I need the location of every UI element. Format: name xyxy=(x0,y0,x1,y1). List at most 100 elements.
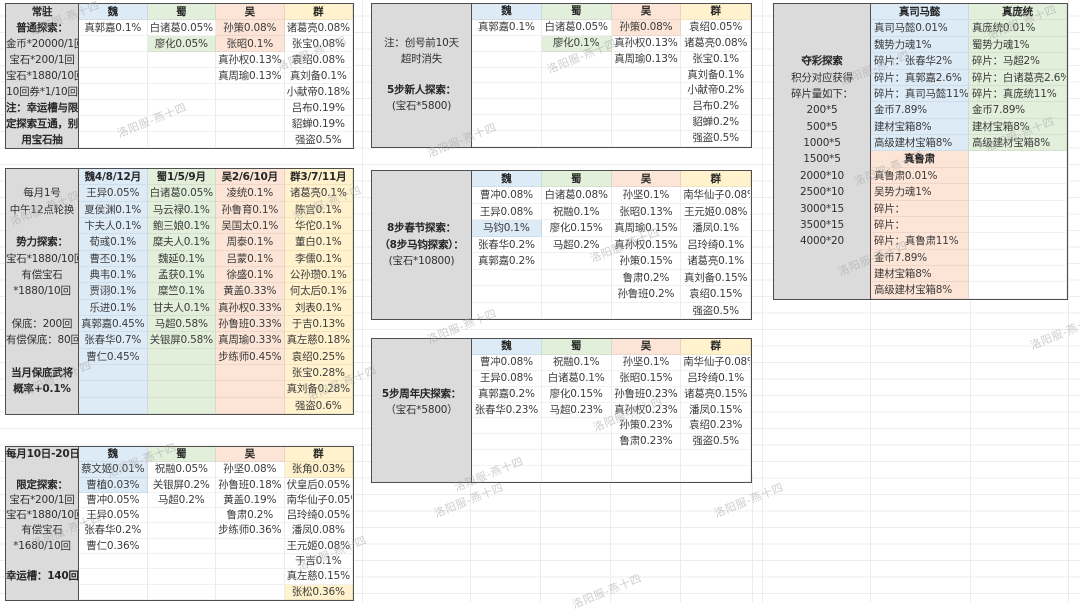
table-cell[interactable] xyxy=(969,282,1067,299)
table-cell[interactable]: 糜夫人0.1% xyxy=(147,234,216,251)
table-cell[interactable] xyxy=(611,115,682,131)
table-cell[interactable]: 马超0.2% xyxy=(541,236,612,254)
column-header[interactable]: 魏 xyxy=(472,339,542,355)
table-cell[interactable] xyxy=(216,538,285,555)
table-cell[interactable]: 马超0.2% xyxy=(147,492,216,509)
table-cell[interactable] xyxy=(147,538,216,555)
column-header[interactable]: 真鲁肃 xyxy=(871,151,969,168)
column-header[interactable]: 蜀 xyxy=(541,171,612,188)
table-cell[interactable] xyxy=(611,466,682,482)
table-cell[interactable] xyxy=(147,132,216,148)
table-cell[interactable] xyxy=(541,302,612,319)
table-cell[interactable]: 貂蝉0.19% xyxy=(284,116,353,132)
table-cell[interactable]: 诸葛亮0.15% xyxy=(681,386,751,403)
table-cell[interactable]: 廖化0.15% xyxy=(541,386,612,403)
table-cell[interactable]: 乐进0.1% xyxy=(79,299,148,316)
table-cell[interactable]: 真左慈0.18% xyxy=(284,332,353,349)
table-cell[interactable]: 真孙权0.13% xyxy=(611,35,682,52)
table-cell[interactable]: 建材宝箱8% xyxy=(969,118,1067,135)
table-cell[interactable]: 金币7.89% xyxy=(871,102,969,119)
block-spring-label[interactable]: 8步春节探索： （8步马钧探索）： (宝石*10800) xyxy=(372,171,472,319)
table-cell[interactable] xyxy=(472,51,542,68)
table-cell[interactable]: 碎片： xyxy=(871,200,969,217)
table-cell[interactable] xyxy=(147,364,216,382)
table-cell[interactable]: 白诸葛0.08% xyxy=(541,187,612,204)
table-cell[interactable] xyxy=(79,584,148,600)
table-cell[interactable]: 碎片：真司马懿11% xyxy=(871,85,969,103)
table-cell[interactable]: 真周瑜0.33% xyxy=(216,332,285,349)
table-cell[interactable]: 碎片：白诸葛亮2.6% xyxy=(969,69,1067,86)
table-cell[interactable] xyxy=(79,554,148,570)
table-cell[interactable]: 甘夫人0.1% xyxy=(147,299,216,316)
table-cell[interactable]: 卞夫人0.1% xyxy=(79,217,148,235)
column-header[interactable]: 真庞统 xyxy=(969,4,1067,21)
table-cell[interactable] xyxy=(611,83,682,100)
table-cell[interactable]: 鲍三娘0.1% xyxy=(147,217,216,235)
table-cell[interactable]: 碎片： xyxy=(871,216,969,234)
table-cell[interactable] xyxy=(216,554,285,570)
table-cell[interactable]: 王异0.08% xyxy=(472,203,542,221)
table-cell[interactable]: 孙坚0.1% xyxy=(611,354,682,371)
table-cell[interactable]: 强盗0.5% xyxy=(681,131,751,147)
table-cell[interactable]: 曹冲0.08% xyxy=(472,354,542,371)
table-cell[interactable]: 孙策0.23% xyxy=(611,418,682,435)
table-cell[interactable]: 建材宝箱8% xyxy=(871,118,969,135)
table-cell[interactable] xyxy=(472,286,542,303)
table-cell[interactable] xyxy=(541,51,612,68)
table-cell[interactable]: 关银屏0.58% xyxy=(147,332,216,349)
table-cell[interactable]: 吴势力魂1% xyxy=(871,184,969,201)
table-cell[interactable]: 袁绍0.15% xyxy=(681,286,751,303)
table-cell[interactable] xyxy=(541,115,612,131)
table-cell[interactable] xyxy=(147,116,216,132)
column-header[interactable]: 魏 xyxy=(79,447,148,463)
table-cell[interactable] xyxy=(79,397,148,414)
table-cell[interactable]: 王元姬0.08% xyxy=(284,538,353,555)
table-cell[interactable] xyxy=(79,569,148,585)
table-cell[interactable] xyxy=(969,233,1067,250)
column-header[interactable]: 吴 xyxy=(611,4,682,20)
table-cell[interactable] xyxy=(79,132,148,148)
table-cell[interactable] xyxy=(541,131,612,147)
table-cell[interactable]: 袁绍0.05% xyxy=(681,19,751,36)
table-cell[interactable] xyxy=(216,84,285,100)
table-cell[interactable] xyxy=(216,569,285,585)
table-cell[interactable] xyxy=(969,167,1067,185)
column-header[interactable]: 蜀 xyxy=(541,4,612,20)
column-header[interactable]: 魏 xyxy=(472,4,542,20)
table-cell[interactable]: 廖化0.1% xyxy=(541,35,612,52)
block-anniversary-label[interactable]: 5步周年庆探索： （宝石*5800） xyxy=(372,339,472,482)
table-cell[interactable] xyxy=(79,52,148,68)
table-cell[interactable]: 碎片：真郭嘉2.6% xyxy=(871,69,969,86)
column-header[interactable]: 吴 xyxy=(216,4,285,20)
table-cell[interactable]: 南华仙子0.05% xyxy=(284,492,353,509)
table-cell[interactable]: 孙策0.15% xyxy=(611,253,682,270)
table-cell[interactable]: 廖化0.15% xyxy=(541,220,612,237)
table-cell[interactable]: 碎片：真鲁肃11% xyxy=(871,233,969,250)
table-cell[interactable] xyxy=(472,131,542,147)
table-cell[interactable]: 黄盖0.33% xyxy=(216,283,285,300)
table-cell[interactable]: 凌统0.1% xyxy=(216,185,285,202)
table-cell[interactable] xyxy=(147,52,216,68)
table-cell[interactable]: 鲁肃0.2% xyxy=(216,508,285,524)
table-cell[interactable] xyxy=(472,302,542,319)
table-cell[interactable] xyxy=(611,99,682,116)
table-cell[interactable]: 孙鲁班0.23% xyxy=(611,386,682,403)
table-cell[interactable] xyxy=(681,450,751,466)
column-header[interactable]: 魏 xyxy=(472,171,542,188)
table-cell[interactable]: 夏侯渊0.1% xyxy=(79,201,148,218)
table-cell[interactable]: 张角0.03% xyxy=(284,462,353,478)
column-header[interactable]: 吴2/6/10月 xyxy=(216,169,285,186)
table-cell[interactable] xyxy=(541,83,612,100)
table-cell[interactable] xyxy=(969,200,1067,217)
table-cell[interactable]: 王异0.08% xyxy=(472,370,542,387)
table-cell[interactable]: 蜀势力魂1% xyxy=(969,36,1067,54)
table-cell[interactable]: 王元姬0.08% xyxy=(681,203,751,221)
table-cell[interactable]: 真孙权0.33% xyxy=(216,299,285,316)
table-cell[interactable] xyxy=(216,100,285,116)
column-header[interactable]: 吴 xyxy=(611,171,682,188)
table-cell[interactable]: 南华仙子0.08% xyxy=(681,354,751,371)
column-header[interactable]: 群 xyxy=(681,4,751,20)
table-cell[interactable]: 强盗0.5% xyxy=(681,434,751,451)
table-cell[interactable]: 真周瑜0.13% xyxy=(216,68,285,84)
table-cell[interactable]: 廖化0.05% xyxy=(147,36,216,52)
